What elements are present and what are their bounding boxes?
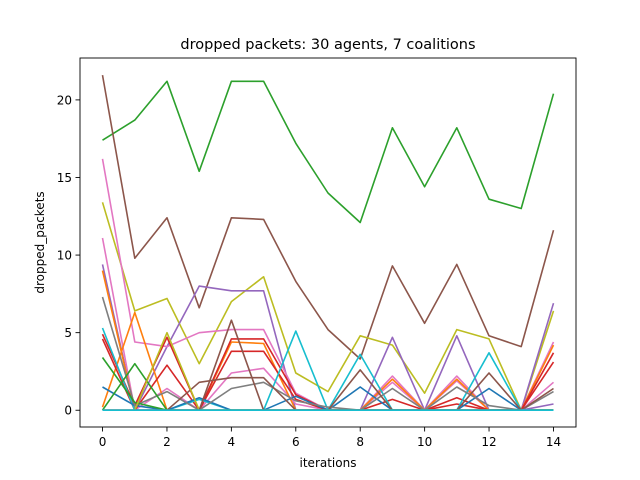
y-tick-label: 0: [64, 404, 72, 418]
series-line-9: [101, 333, 555, 412]
series-line-1: [102, 80, 555, 224]
series-line-13: [101, 296, 554, 412]
x-axis-label: iterations: [300, 456, 357, 470]
y-tick-label: 20: [57, 93, 72, 107]
y-tick-label: 5: [64, 326, 72, 340]
y-tick-label: 10: [57, 249, 72, 263]
x-tick-label: 0: [99, 435, 107, 449]
y-axis-label: dropped_packets: [33, 191, 47, 293]
series-line-10: [101, 338, 555, 412]
x-tick-label: 2: [163, 435, 171, 449]
series-line-18: [102, 319, 554, 412]
x-tick-label: 4: [228, 435, 236, 449]
x-tick-label: 14: [546, 435, 561, 449]
x-axis: 0 2 4 6 8 10 12 14: [99, 427, 561, 449]
chart-title: dropped packets: 30 agents, 7 coalitions: [180, 37, 475, 53]
x-tick-label: 10: [417, 435, 432, 449]
series-line-6: [101, 237, 555, 412]
series-line-3: [101, 202, 555, 412]
series-line-2: [101, 74, 555, 360]
y-tick-label: 15: [57, 171, 72, 185]
series-layer: [101, 74, 555, 412]
x-tick-label: 8: [356, 435, 364, 449]
x-tick-label: 12: [481, 435, 496, 449]
series-line-5: [101, 158, 555, 412]
y-axis: 0 5 10 15 20: [57, 93, 80, 418]
plot-frame: [79, 57, 577, 428]
x-tick-label: 6: [292, 435, 300, 449]
